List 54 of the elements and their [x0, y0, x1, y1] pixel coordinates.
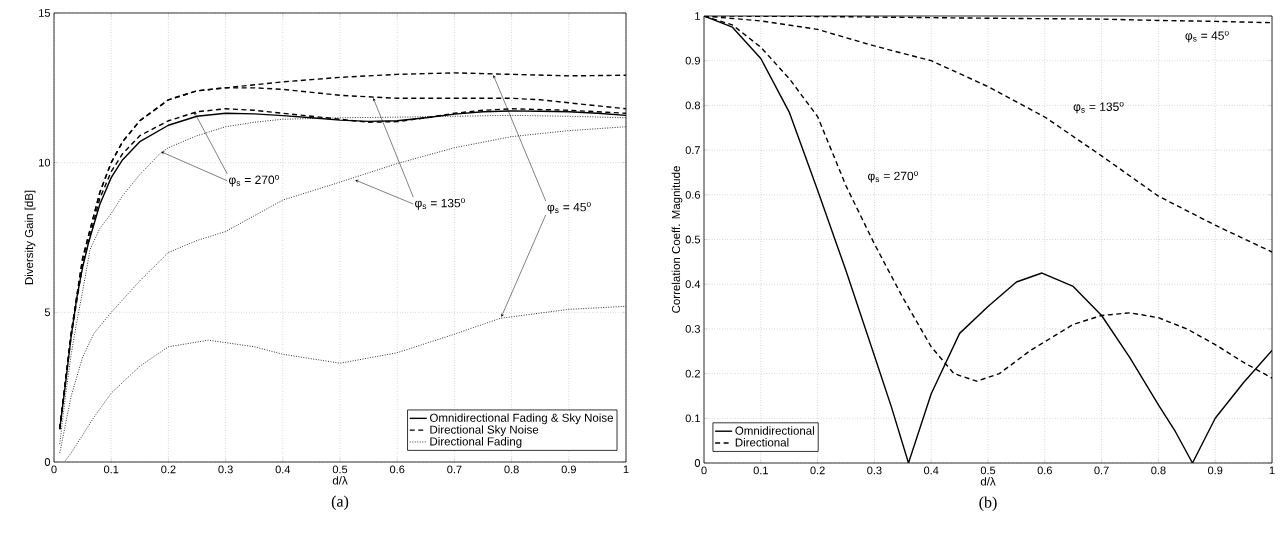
y-tick-label: 0.5: [685, 235, 701, 244]
legend-label: Directional: [735, 438, 789, 447]
legend-label: Omnidirectional: [735, 426, 814, 435]
legend-label: Directional Fading: [430, 437, 522, 448]
legend-label: Directional Sky Noise: [430, 425, 539, 436]
x-tick-label: 0.5: [980, 466, 996, 475]
legend-label: Omnidirectional Fading & Sky Noise: [430, 413, 613, 425]
y-tick-label: 0.6: [685, 190, 701, 199]
y-tick-label: 0: [44, 458, 51, 466]
x-tick-label: 0: [51, 465, 57, 474]
y-tick-label: 0.4: [685, 280, 701, 289]
y-tick-label: 10: [39, 158, 51, 167]
y-tick-label: 1: [695, 12, 700, 20]
x-tick-label: 1: [623, 465, 629, 474]
y-tick-label: 0.3: [685, 325, 701, 333]
x-axis-title: d/λ: [332, 476, 348, 485]
x-tick-label: 0.9: [1208, 466, 1223, 475]
annotation: φ$_{s}$ = 270$^{o}$: [867, 171, 918, 183]
y-axis-title: Correlation Coeff. Magnitude: [671, 166, 683, 313]
x-tick-label: 0.8: [504, 465, 519, 474]
y-tick-label: 0.7: [685, 146, 700, 154]
y-tick-label: 0: [694, 459, 701, 467]
x-tick-label: 0.8: [1151, 466, 1166, 475]
x-tick-label: 0: [701, 466, 707, 475]
x-tick-label: 0.1: [103, 465, 119, 474]
y-tick-label: 0.2: [685, 369, 700, 378]
text: (b): [979, 496, 997, 512]
x-axis-title: d/λ: [980, 477, 996, 486]
y-tick-label: 15: [39, 9, 51, 17]
annotation: φ$_{s}$ = 135$^{o}$: [415, 198, 466, 210]
x-tick-label: 0.4: [924, 466, 939, 475]
x-tick-label: 0.4: [275, 465, 291, 474]
x-tick-label: 0.6: [390, 465, 405, 474]
x-tick-label: 1: [1269, 466, 1275, 475]
annotation: φ$_{s}$ = 45$^{o}$: [1185, 30, 1229, 43]
x-tick-label: 0.5: [332, 465, 348, 474]
x-tick-label: 0.3: [867, 466, 882, 475]
x-tick-label: 0.1: [753, 466, 768, 475]
y-tick-label: 5: [44, 308, 51, 317]
x-tick-label: 0.2: [810, 466, 825, 475]
text: (a): [331, 495, 349, 511]
annotation: φ$_{s}$ = 135$^{o}$: [1073, 101, 1124, 114]
annotation: φ$_{s}$ = 270$^{o}$: [228, 175, 279, 187]
annotation: φ$_{s}$ = 45$^{o}$: [547, 202, 591, 214]
y-tick-label: 0.9: [685, 56, 700, 65]
x-tick-label: 0.7: [1094, 466, 1109, 475]
x-tick-label: 0.2: [161, 465, 176, 474]
y-tick-label: 0.8: [685, 101, 701, 110]
x-tick-label: 0.6: [1037, 466, 1052, 475]
x-tick-label: 0.3: [218, 465, 233, 474]
x-tick-label: 0.7: [447, 465, 462, 474]
y-tick-label: 0.1: [685, 414, 700, 423]
y-axis-title: Diversity Gain [dB]: [24, 190, 36, 285]
x-tick-label: 0.9: [561, 465, 576, 474]
